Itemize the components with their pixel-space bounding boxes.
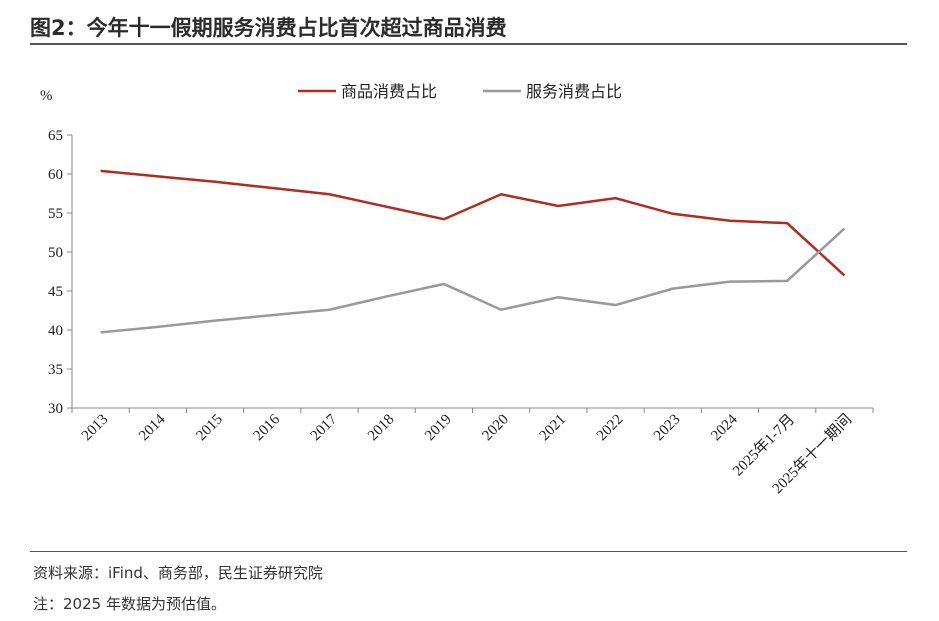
y-tick-label: 35 (48, 362, 63, 378)
x-tick-label: 2015 (193, 412, 226, 445)
x-tick-label: 2023 (651, 412, 684, 445)
x-tick-label: 2018 (365, 412, 398, 445)
y-tick-label: 40 (48, 323, 63, 339)
x-tick-label: 2019 (422, 412, 455, 445)
y-tick-label: 55 (48, 206, 63, 222)
y-axis-label: % (40, 88, 53, 104)
line-chart: % 30 35 40 45 50 55 60 65 2013 2014 2015 2016 2017 201… (40, 82, 874, 497)
y-tick-label: 30 (48, 401, 63, 417)
x-tick-label: 2024 (708, 411, 741, 444)
x-tick-label: 2017 (308, 411, 341, 444)
y-tick-label: 65 (48, 128, 63, 144)
x-tick-label: 2021 (537, 412, 570, 445)
y-tick-label: 50 (48, 245, 63, 261)
x-tick-label: 2016 (251, 411, 284, 444)
footer-rule (30, 551, 907, 552)
y-tick-label: 45 (48, 284, 63, 300)
x-tick-label: 2014 (136, 411, 169, 444)
source-note: 资料来源：iFind、商务部，民生证券研究院 (33, 564, 323, 582)
y-tick-label: 60 (48, 167, 63, 183)
footnote: 注：2025 年数据为预估值。 (33, 595, 226, 613)
series-line-2 (100, 227, 846, 334)
series-line-1 (100, 169, 846, 277)
legend-label: 商品消费占比 (341, 82, 437, 101)
x-tick-label: 2020 (479, 412, 512, 445)
title-rule (30, 43, 907, 45)
chart-title: 图2：今年十一假期服务消费占比首次超过商品消费 (30, 16, 507, 40)
legend-label: 服务消费占比 (526, 82, 622, 101)
x-tick-label: 2022 (594, 412, 627, 445)
x-tick-label: 2013 (79, 412, 112, 445)
